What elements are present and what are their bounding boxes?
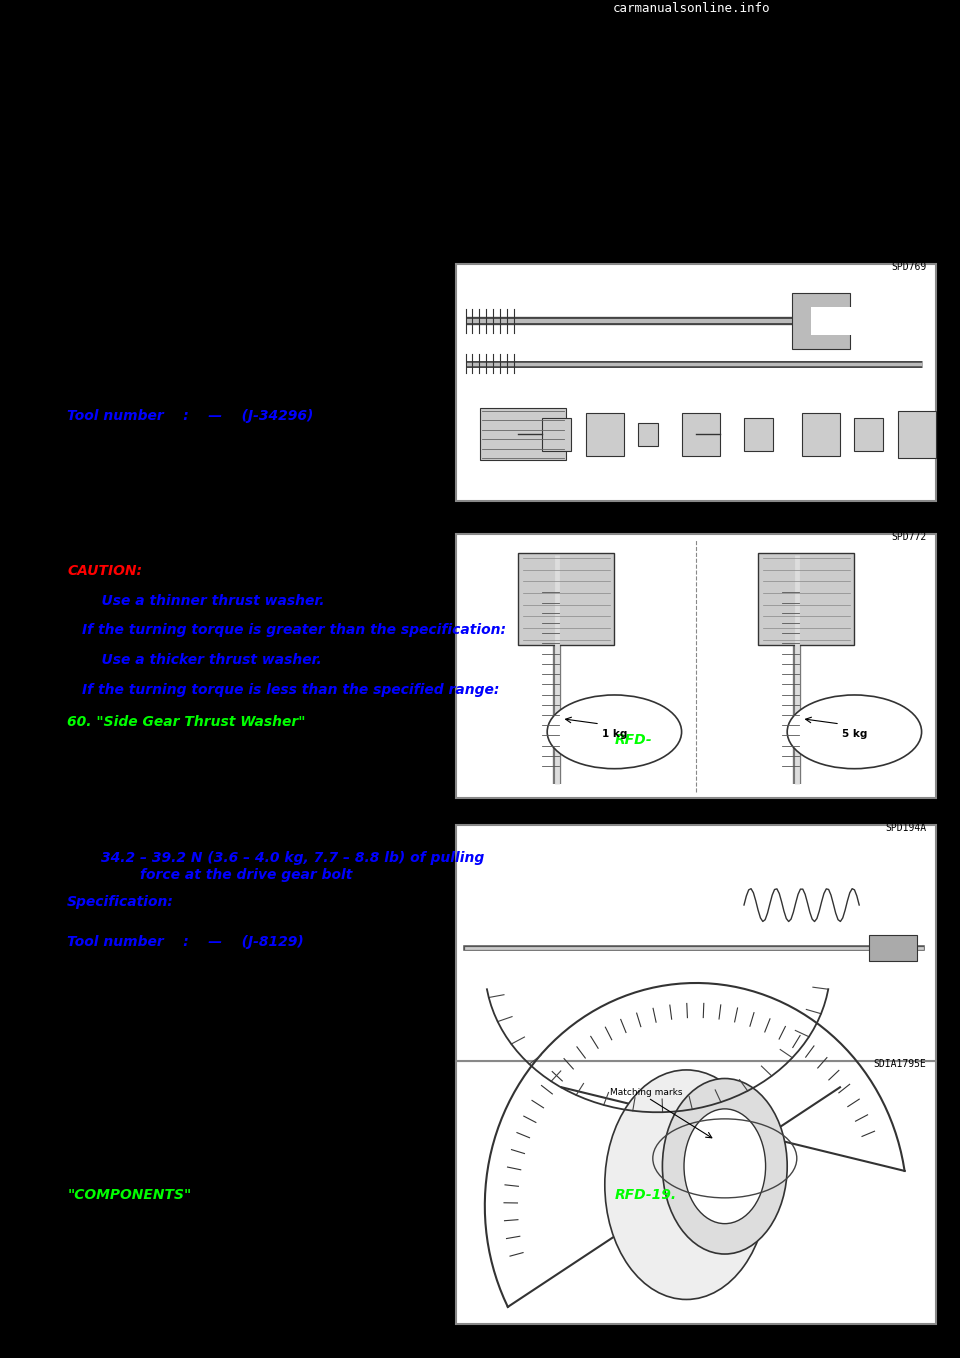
Text: Tool number    :    —    (J-8129): Tool number : — (J-8129) xyxy=(67,936,304,949)
Text: Use a thinner thrust washer.: Use a thinner thrust washer. xyxy=(82,593,324,607)
Bar xyxy=(518,553,614,645)
Text: SDIA1795E: SDIA1795E xyxy=(874,1059,926,1069)
Text: carmanualsonline.info: carmanualsonline.info xyxy=(612,1,770,15)
Text: Matching marks: Matching marks xyxy=(610,1088,683,1097)
Circle shape xyxy=(684,1109,765,1224)
Bar xyxy=(586,413,624,456)
Text: RFD-19.: RFD-19. xyxy=(614,1188,677,1202)
Bar xyxy=(854,418,883,451)
FancyBboxPatch shape xyxy=(456,824,936,1061)
Bar xyxy=(744,418,773,451)
Bar xyxy=(758,553,854,645)
Circle shape xyxy=(662,1078,787,1253)
Text: 60. "Side Gear Thrust Washer": 60. "Side Gear Thrust Washer" xyxy=(67,716,305,729)
Bar xyxy=(682,413,720,456)
Bar xyxy=(811,307,859,335)
Ellipse shape xyxy=(787,695,922,769)
Text: If the turning torque is less than the specified range:: If the turning torque is less than the s… xyxy=(82,683,499,697)
Text: 34.2 – 39.2 N (3.6 – 4.0 kg, 7.7 – 8.8 lb) of pulling
        force at the drive: 34.2 – 39.2 N (3.6 – 4.0 kg, 7.7 – 8.8 l… xyxy=(101,851,484,881)
Bar xyxy=(869,934,917,960)
Text: 1 kg: 1 kg xyxy=(602,729,627,740)
Bar xyxy=(480,409,566,460)
Text: SPD769: SPD769 xyxy=(891,262,926,273)
FancyBboxPatch shape xyxy=(456,1061,936,1324)
Text: 5 kg: 5 kg xyxy=(842,729,867,740)
FancyBboxPatch shape xyxy=(456,534,936,797)
Bar xyxy=(898,411,936,458)
Text: Use a thicker thrust washer.: Use a thicker thrust washer. xyxy=(82,653,322,667)
Text: "COMPONENTS": "COMPONENTS" xyxy=(67,1188,191,1202)
Text: If the turning torque is greater than the specification:: If the turning torque is greater than th… xyxy=(82,623,506,637)
Text: SPD194A: SPD194A xyxy=(885,823,926,832)
Text: SPD772: SPD772 xyxy=(891,532,926,542)
Bar xyxy=(792,293,850,349)
Text: Tool number    :    —    (J-34296): Tool number : — (J-34296) xyxy=(67,409,314,422)
Circle shape xyxy=(605,1070,768,1300)
Bar xyxy=(638,422,658,447)
Bar xyxy=(542,418,571,451)
Text: Specification:: Specification: xyxy=(67,895,174,909)
Bar xyxy=(802,413,840,456)
Text: RFD-: RFD- xyxy=(614,733,652,747)
Ellipse shape xyxy=(547,695,682,769)
FancyBboxPatch shape xyxy=(456,265,936,501)
Text: CAUTION:: CAUTION: xyxy=(67,564,142,579)
